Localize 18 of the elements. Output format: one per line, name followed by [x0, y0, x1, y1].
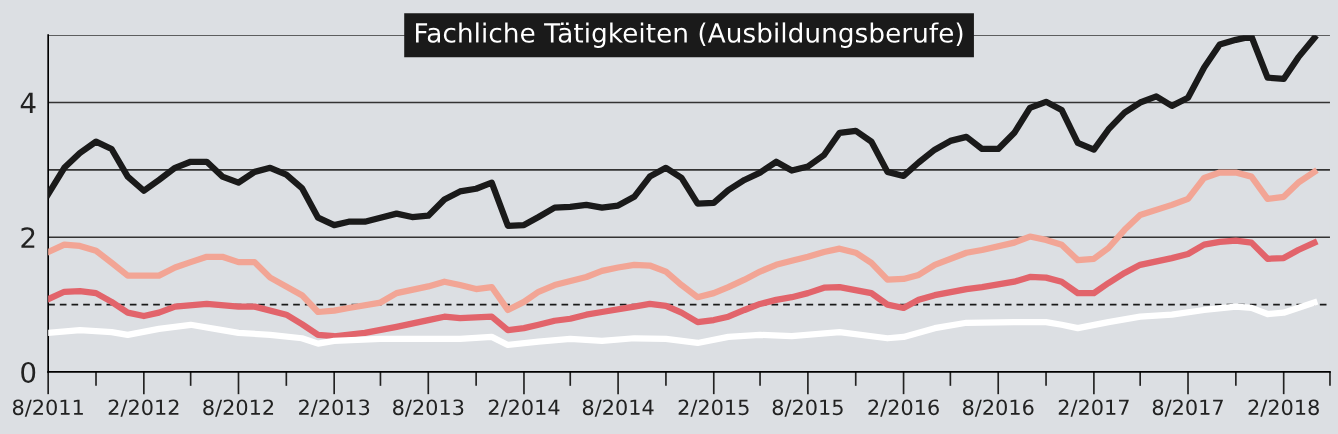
- chart-title: Fachliche Tätigkeiten (Ausbildungsberufe): [416, 22, 963, 48]
- x-tick-label: 2/2017: [1058, 399, 1129, 417]
- x-tick-label: 8/2013: [393, 399, 464, 417]
- x-tick-label: 8/2011: [12, 399, 83, 417]
- x-tick-label: 2/2013: [299, 399, 370, 417]
- y-tick-label: 4: [20, 92, 36, 114]
- y-tick-label: 0: [21, 361, 36, 383]
- x-tick-label: 2/2014: [488, 399, 560, 417]
- x-tick-label: 8/2017: [1152, 399, 1223, 417]
- x-tick-label: 2/2016: [868, 399, 939, 417]
- x-tick-label: 8/2012: [203, 399, 274, 417]
- x-tick-label: 2/2015: [678, 399, 749, 417]
- x-tick-label: 2/2018: [1248, 399, 1319, 417]
- x-tick-label: 8/2014: [582, 399, 654, 417]
- x-tick-label: 2/2012: [108, 399, 179, 417]
- x-tick-label: 8/2016: [962, 399, 1034, 417]
- y-tick-label: 2: [21, 227, 35, 248]
- x-tick-label: 8/2015: [772, 399, 843, 417]
